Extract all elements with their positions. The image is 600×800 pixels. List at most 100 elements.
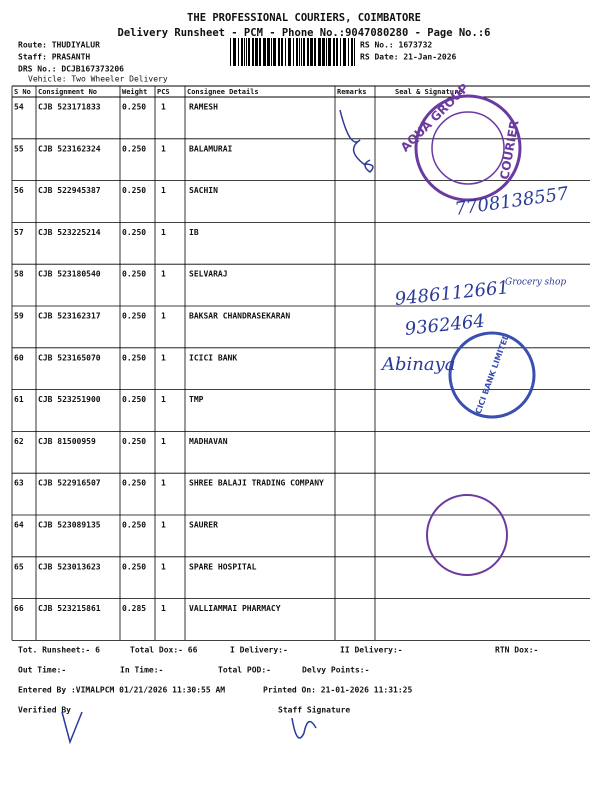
cell: TMP <box>189 395 204 404</box>
handwriting: Grocery shop <box>505 278 566 288</box>
column-header: Remarks <box>337 88 367 96</box>
cell: IB <box>189 228 199 237</box>
cell: 1 <box>161 437 166 446</box>
cell: 1 <box>161 103 166 112</box>
cell: SACHIN <box>189 186 218 195</box>
stamp <box>414 94 522 202</box>
bar-line <box>343 38 346 66</box>
cell: 1 <box>161 312 166 321</box>
bar-line <box>303 38 305 66</box>
cell: 57 <box>14 228 24 237</box>
column-header: Consignment No <box>38 88 97 96</box>
cell: CJB 523089135 <box>38 521 101 530</box>
cell: CJB 523013623 <box>38 562 101 571</box>
cell: CJB 523251900 <box>38 395 101 404</box>
cell: VALLIAMMAI PHARMACY <box>189 604 281 613</box>
cell: ICICI BANK <box>189 353 237 362</box>
footer-field: Printed On: 21-01-2026 11:31:25 <box>263 685 412 695</box>
bar-line <box>314 38 316 66</box>
cell: BAKSAR CHANDRASEKARAN <box>189 312 290 321</box>
cell: 66 <box>14 604 24 613</box>
cell: 65 <box>14 562 24 571</box>
footer-field: Out Time:- <box>18 665 66 675</box>
cell: 55 <box>14 144 24 153</box>
cell: 1 <box>161 353 166 362</box>
cell: 0.250 <box>122 353 146 362</box>
footer-field: Verified By <box>18 705 71 715</box>
cell: CJB 522945387 <box>38 186 101 195</box>
cell: 0.250 <box>122 312 146 321</box>
bar-line <box>318 38 321 66</box>
cell: 1 <box>161 144 166 153</box>
bar-line <box>348 38 349 66</box>
footer-field: RTN Dox:- <box>495 646 538 655</box>
bar-line <box>285 38 286 66</box>
column-header: PCS <box>157 88 170 96</box>
cell: 0.250 <box>122 395 146 404</box>
bar-line <box>326 38 327 66</box>
cell: 0.250 <box>122 521 146 530</box>
bar-line <box>322 38 325 66</box>
cell: 59 <box>14 312 24 321</box>
signature <box>61 711 317 745</box>
bar-line <box>255 38 258 66</box>
bar-line <box>351 38 353 66</box>
stamp-inner <box>431 111 505 185</box>
subtitle: Delivery Runsheet - PCM - Phone No.:9047… <box>118 27 491 39</box>
cell: 1 <box>161 270 166 279</box>
footer-field: Delvy Points:- <box>302 665 369 675</box>
cell: BALAMURAI <box>189 144 233 153</box>
cell: CJB 523171833 <box>38 103 101 112</box>
cell: 0.250 <box>122 103 146 112</box>
route: Route: THUDIYALUR <box>18 41 100 50</box>
staff: Staff: PRASANTH <box>18 53 90 62</box>
bar-line <box>333 38 335 66</box>
bar-line <box>273 38 276 66</box>
cell: 0.250 <box>122 437 146 446</box>
footer-field: Total Dox:- 66 <box>130 646 198 655</box>
cell: 1 <box>161 228 166 237</box>
footer-field: Staff Signature <box>278 705 350 715</box>
bar-line <box>271 38 272 66</box>
column-header: Seal & Signature <box>395 88 462 96</box>
bar-line <box>267 38 270 66</box>
cell: SAURER <box>189 521 218 530</box>
bar-line <box>230 38 231 66</box>
bar-line <box>354 38 355 66</box>
footer-field: Total POD:- <box>218 666 271 675</box>
footer-field: Tot. Runsheet:- 6 <box>18 646 100 655</box>
cell: CJB 522916507 <box>38 479 101 488</box>
stamp <box>448 331 536 419</box>
bar-line <box>296 38 298 66</box>
cell: CJB 523225214 <box>38 228 101 237</box>
cell: 1 <box>161 395 166 404</box>
bar-line <box>263 38 266 66</box>
cell: 0.250 <box>122 186 146 195</box>
bar-line <box>259 38 261 66</box>
bar-line <box>252 38 254 66</box>
cell: 58 <box>14 270 24 279</box>
bar-line <box>246 38 247 66</box>
bar-line <box>288 38 291 66</box>
handwriting: Abinaya <box>380 354 456 375</box>
cell: SPARE HOSPITAL <box>189 562 257 571</box>
cell: MADHAVAN <box>189 437 228 446</box>
cell: 1 <box>161 479 166 488</box>
cell: 1 <box>161 562 166 571</box>
footer-field: In Time:- <box>120 665 163 675</box>
cell: 0.250 <box>122 479 146 488</box>
cell: CJB 523215861 <box>38 604 101 613</box>
cell: 63 <box>14 479 24 488</box>
stamp <box>426 494 508 576</box>
cell: CJB 523162317 <box>38 312 101 321</box>
bar-line <box>336 38 338 66</box>
drs: DRS No.: DCJB167373206 <box>18 65 124 74</box>
cell: 0.250 <box>122 144 146 153</box>
bar-line <box>281 38 283 66</box>
cell: 0.250 <box>122 562 146 571</box>
bar-line <box>340 38 341 66</box>
cell: CJB 81500959 <box>38 437 96 446</box>
cell: 1 <box>161 604 166 613</box>
